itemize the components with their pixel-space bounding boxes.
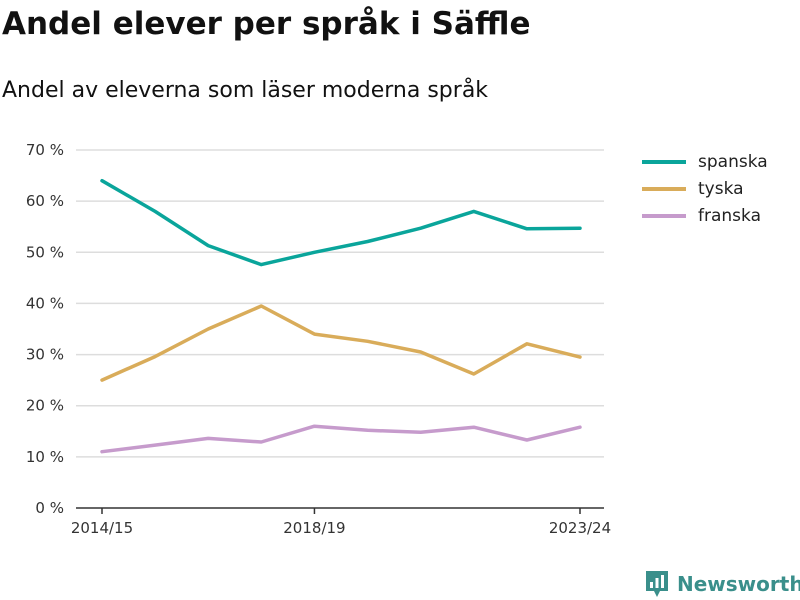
legend-label: tyska	[698, 178, 744, 199]
legend-swatch-spanska	[642, 159, 686, 164]
y-tick-label: 20 %	[26, 397, 64, 415]
x-tick-label: 2018/19	[283, 519, 345, 537]
y-tick-label: 50 %	[26, 243, 64, 261]
legend-item-franska: franska	[642, 202, 768, 229]
legend: spanska tyska franska	[642, 148, 768, 229]
x-tick-label: 2023/24	[549, 519, 611, 537]
series-lines	[100, 178, 582, 454]
y-tick-label: 40 %	[26, 294, 64, 312]
legend-label: franska	[698, 205, 761, 226]
y-tick-label: 0 %	[35, 499, 64, 517]
brand-logo: Newsworthy	[645, 570, 800, 598]
series-line-tyska	[100, 304, 582, 382]
brand-name: Newsworthy	[677, 572, 800, 596]
legend-label: spanska	[698, 151, 768, 172]
legend-item-tyska: tyska	[642, 175, 768, 202]
legend-swatch-tyska	[642, 186, 686, 191]
chart-subtitle: Andel av eleverna som läser moderna språ…	[2, 78, 489, 103]
y-axis-ticks: 0 % 10 % 20 % 30 % 40 % 50 % 60 % 70 %	[26, 141, 64, 517]
y-tick-label: 30 %	[26, 346, 64, 364]
x-axis: 2014/15 2018/19 2023/24	[71, 507, 611, 537]
y-tick-label: 10 %	[26, 448, 64, 466]
legend-item-spanska: spanska	[642, 148, 768, 175]
grid-lines	[76, 149, 604, 458]
y-tick-label: 70 %	[26, 141, 64, 159]
chart-title: Andel elever per språk i Säffle	[2, 6, 531, 42]
series-line-spanska	[100, 178, 582, 267]
x-tick-label: 2014/15	[71, 519, 133, 537]
series-line-franska	[100, 424, 582, 454]
legend-swatch-franska	[642, 213, 686, 218]
newsworthy-logo-icon	[646, 571, 668, 597]
y-tick-label: 60 %	[26, 192, 64, 210]
